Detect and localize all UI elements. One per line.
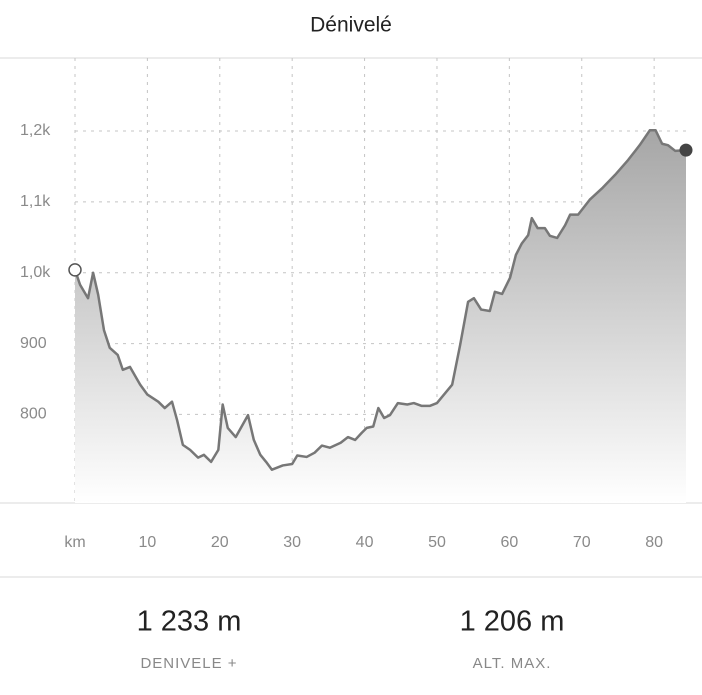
start-marker (68, 263, 82, 277)
y-tick-label: 800 (20, 406, 47, 423)
stat-label: ALT. MAX. (473, 655, 552, 672)
stat-value: 1 206 m (460, 606, 565, 638)
y-tick-label: 1,2k (20, 122, 51, 139)
y-tick-label: 900 (20, 335, 47, 352)
x-tick-label: 40 (356, 534, 374, 551)
end-marker (679, 143, 693, 157)
x-tick-label: 20 (211, 534, 229, 551)
x-tick-label: 70 (573, 534, 591, 551)
x-tick-label: 80 (645, 534, 663, 551)
y-tick-label: 1,0k (20, 264, 51, 281)
stat-value: 1 233 m (137, 606, 242, 638)
stat-label: DENIVELE + (140, 655, 237, 672)
x-tick-label: 30 (283, 534, 301, 551)
x-tick-label: 10 (138, 534, 156, 551)
x-tick-label: 60 (500, 534, 518, 551)
y-tick-label: 1,1k (20, 193, 51, 210)
line (73, 129, 687, 471)
x-tick-label: km (64, 534, 85, 551)
x-tick-label: 50 (428, 534, 446, 551)
chart-title: Dénivelé (310, 14, 392, 37)
area-fill (75, 130, 686, 503)
